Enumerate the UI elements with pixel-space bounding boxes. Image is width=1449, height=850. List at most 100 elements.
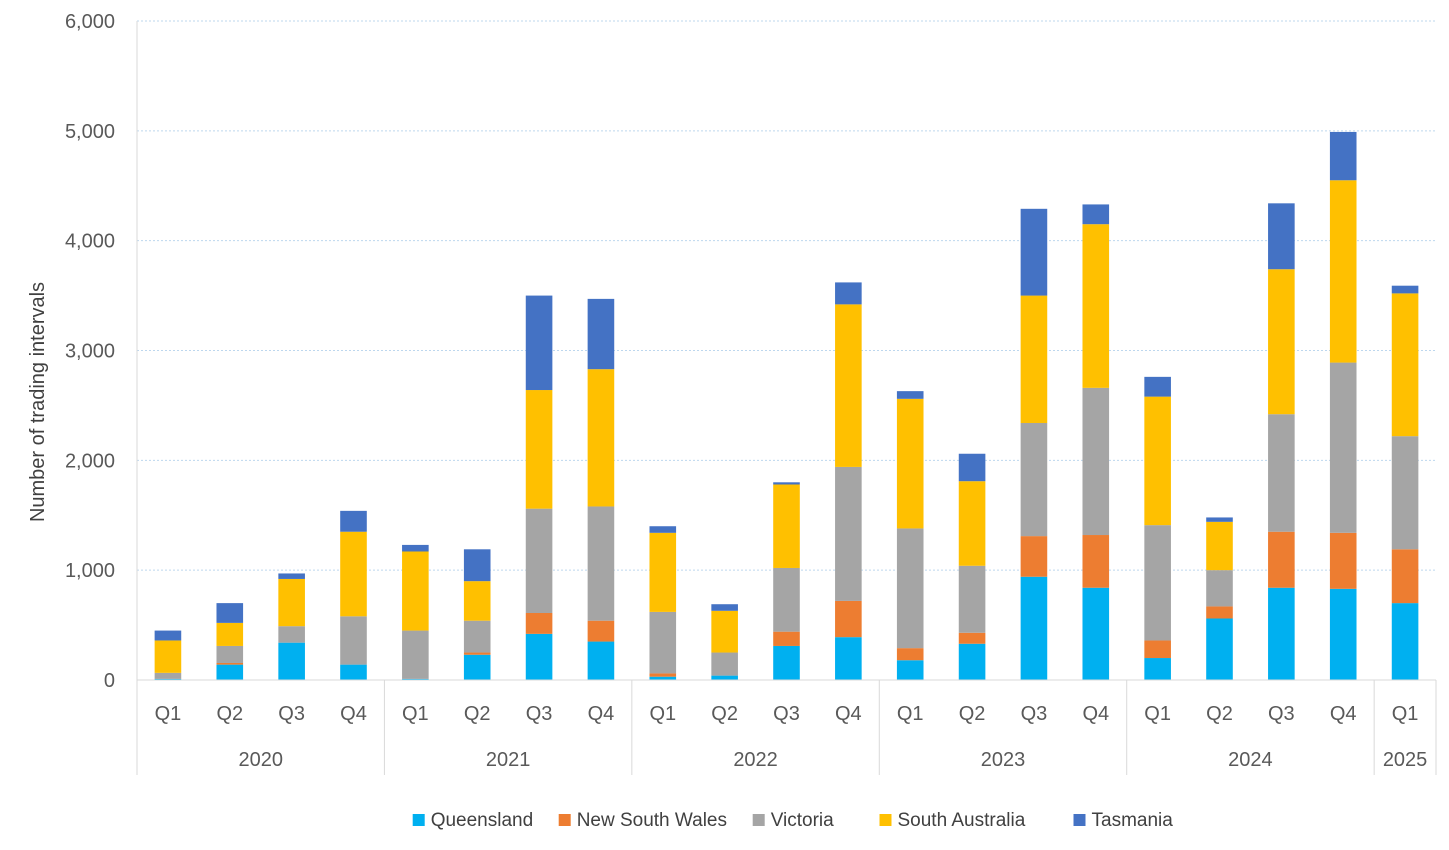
bar-segment-tasmania — [1391, 285, 1419, 294]
bar-segment-new-south-wales — [1020, 536, 1048, 577]
bar-segment-victoria — [1020, 422, 1048, 537]
x-tick-label: Q3 — [773, 703, 800, 725]
bar-segment-queensland — [711, 675, 738, 680]
year-label: 2023 — [981, 749, 1026, 771]
bar-segment-queensland — [1020, 576, 1048, 680]
bar-segment-tasmania — [1206, 517, 1233, 522]
bar-segment-victoria — [1329, 362, 1357, 533]
bar-segment-tasmania — [1329, 131, 1357, 181]
bar-segment-south-australia — [1206, 521, 1233, 571]
bar-segment-victoria — [773, 567, 800, 632]
legend-swatch-tasmania — [1073, 814, 1086, 826]
legend-label: Tasmania — [1092, 810, 1174, 831]
x-tick-label: Q4 — [340, 703, 367, 725]
x-tick-label: Q2 — [711, 703, 738, 725]
bar-segment-queensland — [773, 645, 800, 680]
year-label: 2024 — [1228, 749, 1273, 771]
y-tick-label: 6,000 — [65, 11, 115, 33]
bar-segment-victoria — [649, 611, 677, 674]
bar-segment-tasmania — [1082, 204, 1110, 225]
bar-segment-tasmania — [711, 604, 738, 611]
x-tick-label: Q2 — [464, 703, 491, 725]
bar-segment-new-south-wales — [463, 652, 491, 655]
bar-segment-south-australia — [154, 640, 182, 673]
bar-segment-victoria — [896, 528, 924, 649]
year-label: 2022 — [733, 749, 778, 771]
bar-segment-victoria — [1391, 436, 1419, 550]
year-label: 2020 — [238, 749, 283, 771]
bar-segment-tasmania — [835, 282, 862, 305]
bar-segment-queensland — [587, 641, 615, 680]
bar-segment-south-australia — [649, 532, 677, 612]
bar-segment-victoria — [402, 630, 429, 679]
bar-segment-victoria — [340, 616, 367, 665]
y-tick-label: 4,000 — [65, 231, 115, 253]
legend-label: Victoria — [771, 810, 834, 831]
bar-segment-new-south-wales — [216, 662, 244, 665]
x-tick-label: Q1 — [155, 703, 182, 725]
bar-segment-queensland — [340, 664, 367, 680]
legend-label: New South Wales — [577, 810, 727, 831]
bar-segment-new-south-wales — [1206, 606, 1233, 619]
x-tick-label: Q1 — [1144, 703, 1171, 725]
bar-segment-south-australia — [835, 304, 862, 467]
x-tick-label: Q2 — [1206, 703, 1233, 725]
bar-segment-tasmania — [525, 295, 553, 391]
bar-segment-south-australia — [773, 484, 800, 568]
bar-segment-tasmania — [649, 526, 677, 533]
bar-segment-victoria — [835, 466, 862, 601]
bar-segment-queensland — [278, 642, 305, 680]
bar-segment-new-south-wales — [835, 600, 862, 638]
bar-segment-tasmania — [340, 510, 367, 532]
legend-swatch-queensland — [412, 814, 425, 826]
bar-segment-queensland — [1082, 587, 1110, 680]
bar-segment-new-south-wales — [1082, 535, 1110, 588]
bar-segment-queensland — [835, 637, 862, 680]
x-axis: Q1 Q2 Q3 Q4 2020 Q1 Q2 Q3 Q4 2021 Q1 Q2 Q3 Q4 2022 Q1 Q2… — [136, 679, 1437, 775]
x-tick-label: Q4 — [835, 703, 862, 725]
x-tick-label: Q1 — [402, 703, 429, 725]
bar-segment-south-australia — [896, 398, 924, 529]
bar-segment-new-south-wales — [587, 620, 615, 642]
bar-segment-victoria — [525, 508, 553, 614]
x-tick-label: Q4 — [1082, 703, 1109, 725]
bar-segment-tasmania — [154, 630, 182, 641]
x-tick-label: Q2 — [216, 703, 243, 725]
bar-segment-victoria — [711, 652, 738, 676]
bar-segment-south-australia — [1329, 180, 1357, 363]
bar-segment-new-south-wales — [649, 673, 677, 677]
x-tick-label: Q1 — [1392, 703, 1419, 725]
bar-segment-queensland — [1391, 603, 1419, 680]
x-tick-label: Q3 — [526, 703, 553, 725]
bar-segment-tasmania — [773, 482, 800, 485]
bar-segment-new-south-wales — [773, 631, 800, 646]
bar-segment-new-south-wales — [896, 648, 924, 661]
x-tick-label: Q3 — [1021, 703, 1048, 725]
bar-segment-queensland — [649, 676, 677, 680]
legend-label: Queensland — [431, 810, 533, 831]
bar-segment-tasmania — [1268, 203, 1295, 270]
bar-segment-new-south-wales — [525, 613, 553, 634]
bar-segment-south-australia — [278, 578, 305, 627]
bar-segment-victoria — [216, 645, 244, 663]
bar-segment-tasmania — [896, 391, 924, 399]
bar-segment-south-australia — [958, 481, 986, 566]
y-tick-label: 1,000 — [65, 560, 115, 582]
bar-segment-south-australia — [1144, 396, 1171, 526]
bar-segment-new-south-wales — [958, 632, 986, 644]
bar-segment-victoria — [1206, 570, 1233, 607]
y-tick-label: 5,000 — [65, 121, 115, 143]
bar-segment-queensland — [216, 664, 244, 680]
x-tick-label: Q3 — [278, 703, 305, 725]
bar-segment-victoria — [278, 626, 305, 643]
bar-segment-queensland — [154, 678, 182, 680]
y-tick-label: 2,000 — [65, 450, 115, 472]
bars — [154, 131, 1419, 680]
bar-segment-south-australia — [402, 551, 429, 631]
bar-segment-tasmania — [1020, 208, 1048, 296]
legend-swatch-victoria — [752, 814, 765, 826]
bar-segment-south-australia — [1020, 295, 1048, 423]
x-tick-label: Q1 — [897, 703, 924, 725]
bar-segment-victoria — [1144, 525, 1171, 641]
bar-segment-tasmania — [402, 544, 429, 552]
